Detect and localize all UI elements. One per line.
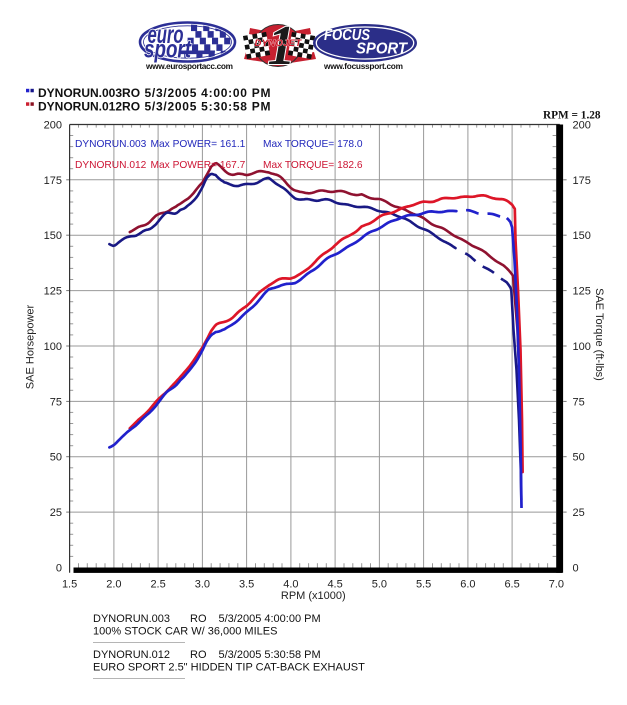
- svg-text:100% STOCK CAR W/ 36,000 MILES: 100% STOCK CAR W/ 36,000 MILES: [93, 626, 277, 638]
- svg-text:0: 0: [56, 563, 62, 575]
- svg-text:50: 50: [50, 452, 62, 464]
- svg-text:SPORT: SPORT: [356, 41, 408, 58]
- svg-text:150: 150: [44, 230, 62, 242]
- svg-text:125: 125: [44, 286, 62, 298]
- svg-text:6.5: 6.5: [504, 579, 519, 591]
- svg-text:7.0: 7.0: [549, 579, 564, 591]
- svg-text:50: 50: [573, 452, 585, 464]
- svg-text:100: 100: [573, 341, 591, 353]
- svg-text:SAE Torque (ft-lbs): SAE Torque (ft-lbs): [593, 288, 605, 381]
- svg-text:euro: euro: [148, 21, 184, 49]
- svg-text:100: 100: [44, 341, 62, 353]
- svg-text:1: 1: [268, 15, 296, 77]
- svg-text:www.eurosportacc.com: www.eurosportacc.com: [145, 61, 233, 71]
- svg-text:SAE Horsepower: SAE Horsepower: [25, 304, 37, 389]
- svg-text:25: 25: [573, 507, 585, 519]
- svg-text:175: 175: [44, 175, 62, 187]
- svg-text:DYNOJET: DYNOJET: [255, 38, 303, 49]
- svg-text:75: 75: [50, 396, 62, 408]
- svg-text:1.5: 1.5: [62, 579, 77, 591]
- svg-text:5.0: 5.0: [372, 579, 387, 591]
- svg-text:175: 175: [573, 175, 591, 187]
- svg-text:150: 150: [573, 230, 591, 242]
- svg-text:4.0: 4.0: [283, 579, 298, 591]
- svg-text:RPM = 1.28: RPM = 1.28: [543, 110, 601, 122]
- svg-text:EURO SPORT 2.5" HIDDEN TIP CAT: EURO SPORT 2.5" HIDDEN TIP CAT-BACK EXHA…: [93, 662, 365, 674]
- svg-text:RPM (x1000): RPM (x1000): [281, 590, 346, 602]
- svg-text:2.0: 2.0: [106, 579, 121, 591]
- svg-text:5.5: 5.5: [416, 579, 431, 591]
- svg-text:6.0: 6.0: [460, 579, 475, 591]
- svg-text:3.0: 3.0: [195, 579, 210, 591]
- svg-text:0: 0: [573, 563, 579, 575]
- svg-text:75: 75: [573, 396, 585, 408]
- svg-text:125: 125: [573, 286, 591, 298]
- svg-text:3.5: 3.5: [239, 579, 254, 591]
- svg-text:4.5: 4.5: [327, 579, 342, 591]
- svg-text:2.5: 2.5: [150, 579, 165, 591]
- svg-text:200: 200: [44, 119, 62, 131]
- svg-text:FOCUS: FOCUS: [324, 27, 371, 44]
- svg-text:www.focussport.com: www.focussport.com: [323, 61, 403, 71]
- svg-text:sport: sport: [144, 36, 192, 64]
- svg-text:200: 200: [573, 119, 591, 131]
- svg-text:25: 25: [50, 507, 62, 519]
